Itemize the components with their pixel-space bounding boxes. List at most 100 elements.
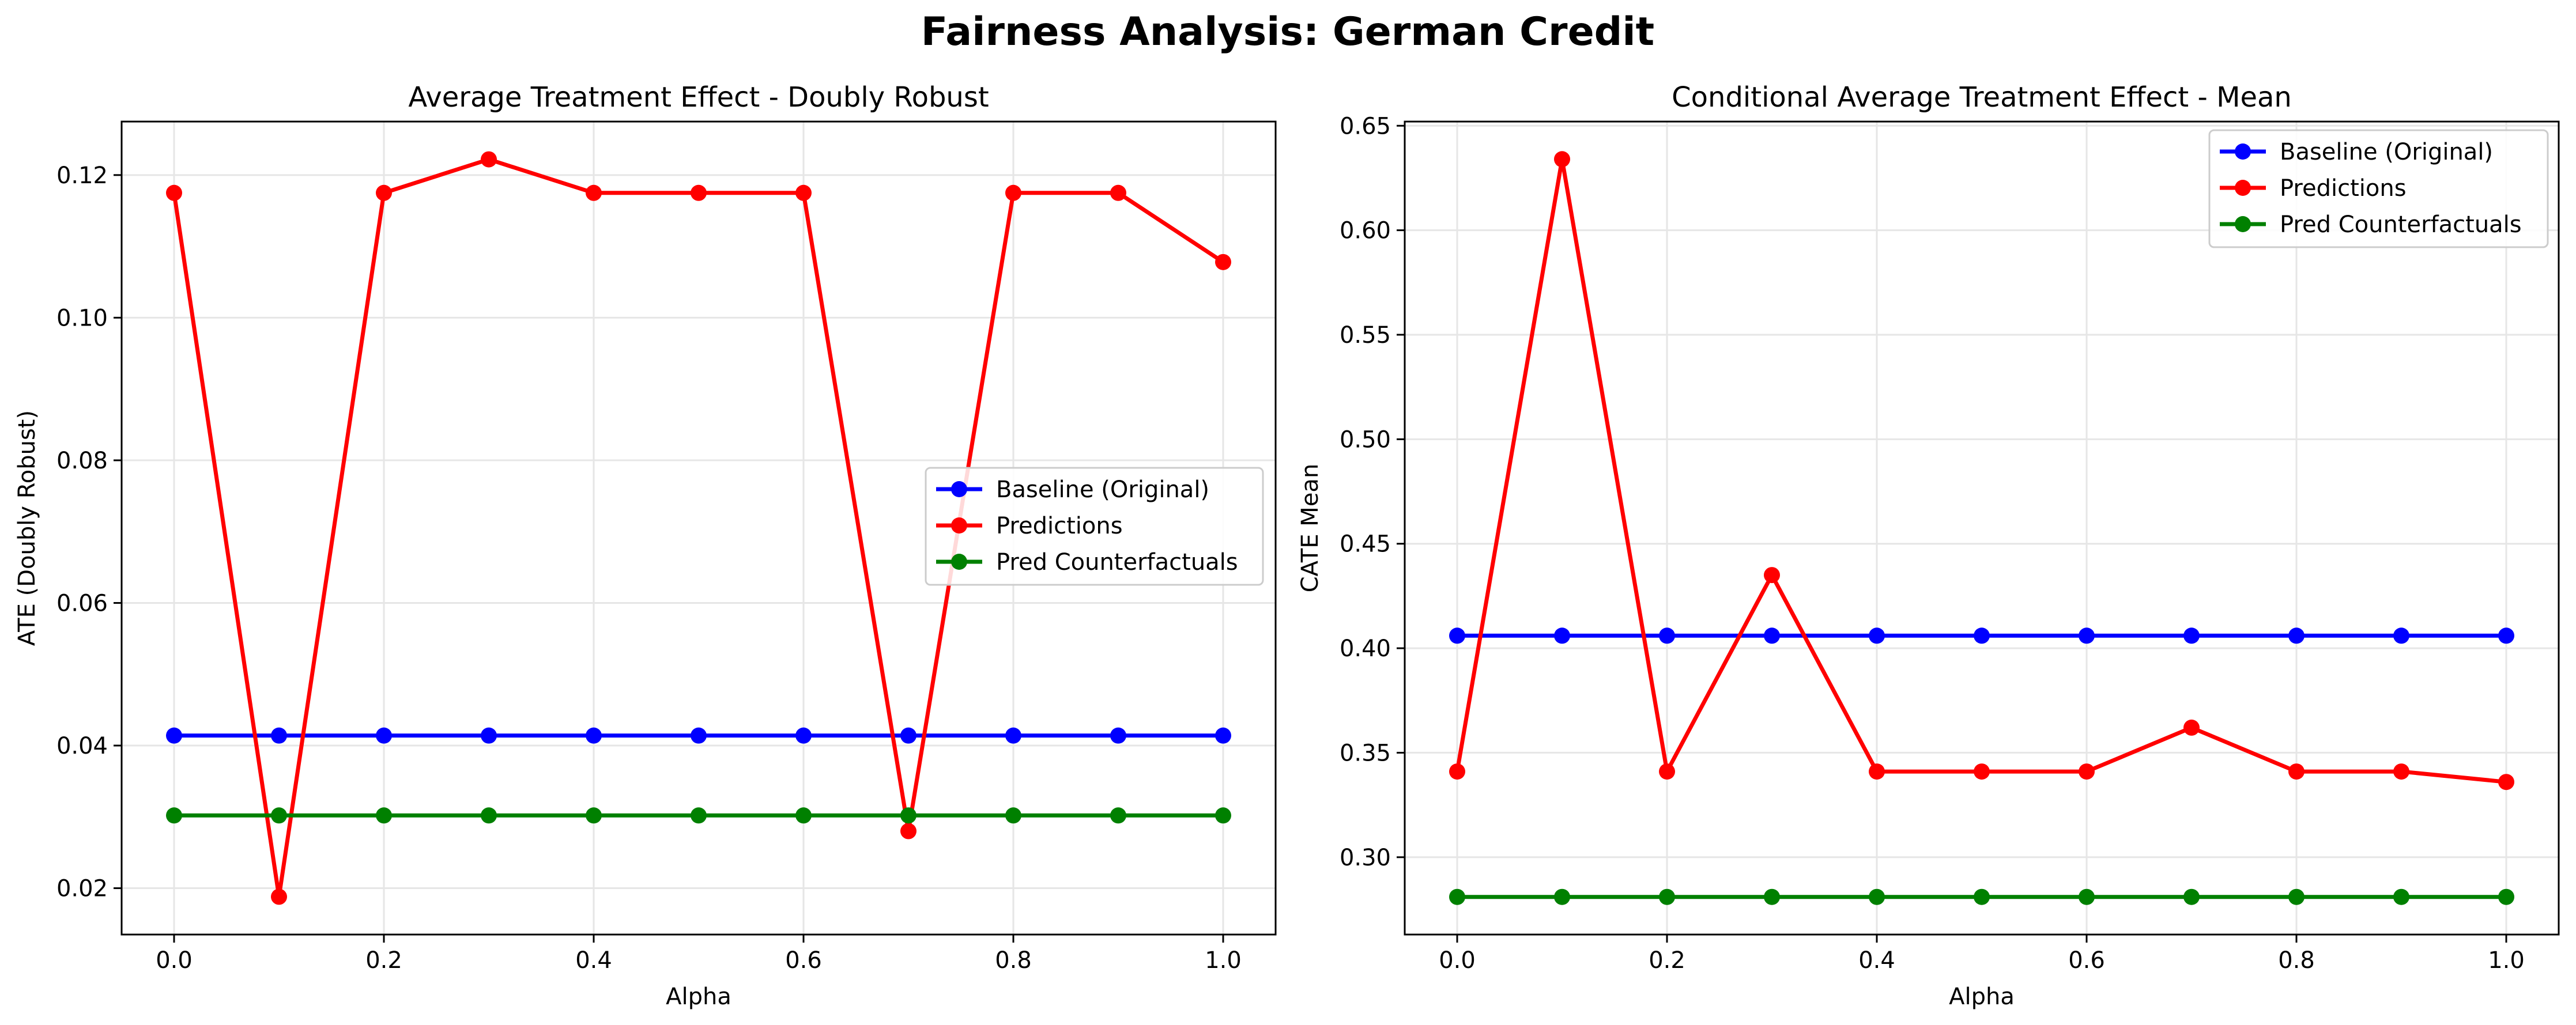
data-point-pred-counterfactuals <box>376 807 392 824</box>
legend-marker-pred-counterfactuals <box>2235 216 2251 232</box>
x-tick-label: 1.0 <box>1205 947 1242 974</box>
data-point-pred-counterfactuals <box>2183 888 2200 905</box>
figure-suptitle: Fairness Analysis: German Credit <box>921 9 1654 55</box>
data-point-baseline-original <box>586 727 602 744</box>
x-tick-label: 0.0 <box>1439 947 1476 974</box>
y-tick-label: 0.50 <box>1340 426 1391 453</box>
y-tick-label: 0.35 <box>1340 740 1391 766</box>
y-tick-label: 0.12 <box>56 162 108 189</box>
data-point-baseline-original <box>376 727 392 744</box>
data-point-pred-counterfactuals <box>2498 888 2514 905</box>
x-axis-label: Alpha <box>666 984 731 1010</box>
data-point-baseline-original <box>1005 727 1021 744</box>
y-tick-label: 0.40 <box>1340 636 1391 662</box>
legend-label-baseline-original: Baseline (Original) <box>2280 139 2493 165</box>
data-point-pred-counterfactuals <box>1659 888 1675 905</box>
data-point-baseline-original <box>271 727 287 744</box>
legend-marker-baseline-original <box>951 481 967 497</box>
data-point-baseline-original <box>795 727 812 744</box>
data-point-predictions <box>1215 254 1231 270</box>
data-point-baseline-original <box>900 727 917 744</box>
data-point-predictions <box>1554 151 1570 168</box>
data-point-baseline-original <box>1110 727 1126 744</box>
y-tick-label: 0.60 <box>1340 218 1391 244</box>
y-tick-label: 0.06 <box>56 590 108 616</box>
data-point-predictions <box>2183 719 2200 736</box>
data-point-baseline-original <box>1659 627 1675 644</box>
data-point-pred-counterfactuals <box>2079 888 2095 905</box>
data-point-predictions <box>1974 763 1990 780</box>
x-tick-label: 0.0 <box>156 947 193 974</box>
data-point-pred-counterfactuals <box>691 807 707 824</box>
cate-chart: 0.0 0.2 0.4 0.6 0.8 1.0 0.30 0.35 0.40 0.45 0.50 0.… <box>1297 81 2560 1010</box>
data-point-predictions <box>1005 184 1021 201</box>
data-point-pred-counterfactuals <box>795 807 812 824</box>
data-point-pred-counterfactuals <box>481 807 497 824</box>
x-axis-label: Alpha <box>1949 984 2015 1010</box>
y-axis-label: CATE Mean <box>1297 464 1323 593</box>
data-point-baseline-original <box>2183 627 2200 644</box>
data-point-pred-counterfactuals <box>2288 888 2305 905</box>
data-point-predictions <box>586 184 602 201</box>
y-tick-label: 0.08 <box>56 448 108 474</box>
data-point-predictions <box>1869 763 1885 780</box>
data-point-pred-counterfactuals <box>1764 888 1780 905</box>
data-point-predictions <box>271 888 287 905</box>
chart-title: Average Treatment Effect - Doubly Robust <box>408 81 989 114</box>
data-point-baseline-original <box>1215 727 1231 744</box>
x-tick-label: 0.4 <box>1858 947 1895 974</box>
data-point-predictions <box>691 184 707 201</box>
legend-label-baseline-original: Baseline (Original) <box>996 476 1209 503</box>
data-point-pred-counterfactuals <box>2393 888 2409 905</box>
legend-label-pred-counterfactuals: Pred Counterfactuals <box>2280 211 2522 238</box>
data-point-pred-counterfactuals <box>166 807 182 824</box>
data-point-predictions <box>481 151 497 168</box>
y-tick-label: 0.02 <box>56 876 108 902</box>
data-point-predictions <box>1110 184 1126 201</box>
data-point-predictions <box>166 184 182 201</box>
data-point-baseline-original <box>166 727 182 744</box>
y-tick-label: 0.30 <box>1340 845 1391 871</box>
data-point-pred-counterfactuals <box>1215 807 1231 824</box>
data-point-baseline-original <box>481 727 497 744</box>
data-point-predictions <box>2288 763 2305 780</box>
data-point-pred-counterfactuals <box>1005 807 1021 824</box>
data-point-pred-counterfactuals <box>1974 888 1990 905</box>
y-tick-label: 0.45 <box>1340 531 1391 558</box>
data-point-baseline-original <box>2079 627 2095 644</box>
x-tick-label: 0.2 <box>365 947 402 974</box>
chart-title: Conditional Average Treatment Effect - M… <box>1672 81 2292 114</box>
x-tick-label: 0.6 <box>785 947 822 974</box>
ate-chart: 0.0 0.2 0.4 0.6 0.8 1.0 0.02 0.04 0.06 0.08 0.10 0.… <box>14 81 1277 1010</box>
legend-box <box>925 467 1264 586</box>
data-point-predictions <box>376 184 392 201</box>
data-point-pred-counterfactuals <box>271 807 287 824</box>
legend-marker-predictions <box>951 517 967 534</box>
data-point-baseline-original <box>1449 627 1465 644</box>
legend-label-pred-counterfactuals: Pred Counterfactuals <box>996 549 1238 576</box>
data-point-baseline-original <box>2498 627 2514 644</box>
data-point-predictions <box>2079 763 2095 780</box>
y-axis-label: ATE (Doubly Robust) <box>14 410 40 646</box>
data-point-pred-counterfactuals <box>1449 888 1465 905</box>
data-point-pred-counterfactuals <box>586 807 602 824</box>
x-tick-label: 0.8 <box>2278 947 2315 974</box>
x-tick-label: 1.0 <box>2488 947 2525 974</box>
x-tick-label: 0.2 <box>1649 947 1685 974</box>
data-point-pred-counterfactuals <box>1110 807 1126 824</box>
x-tick-label: 0.6 <box>2068 947 2105 974</box>
data-point-baseline-original <box>2393 627 2409 644</box>
data-point-predictions <box>2393 763 2409 780</box>
legend-marker-predictions <box>2235 180 2251 196</box>
legend-marker-baseline-original <box>2235 143 2251 160</box>
y-tick-label: 0.65 <box>1340 113 1391 139</box>
legend-marker-pred-counterfactuals <box>951 554 967 570</box>
legend-box <box>2208 129 2549 248</box>
y-tick-label: 0.04 <box>56 733 108 759</box>
data-point-pred-counterfactuals <box>1869 888 1885 905</box>
data-point-baseline-original <box>691 727 707 744</box>
data-point-predictions <box>900 823 917 839</box>
data-point-predictions <box>1659 763 1675 780</box>
legend: Baseline (Original) Predictions Pred Count… <box>2208 129 2549 248</box>
